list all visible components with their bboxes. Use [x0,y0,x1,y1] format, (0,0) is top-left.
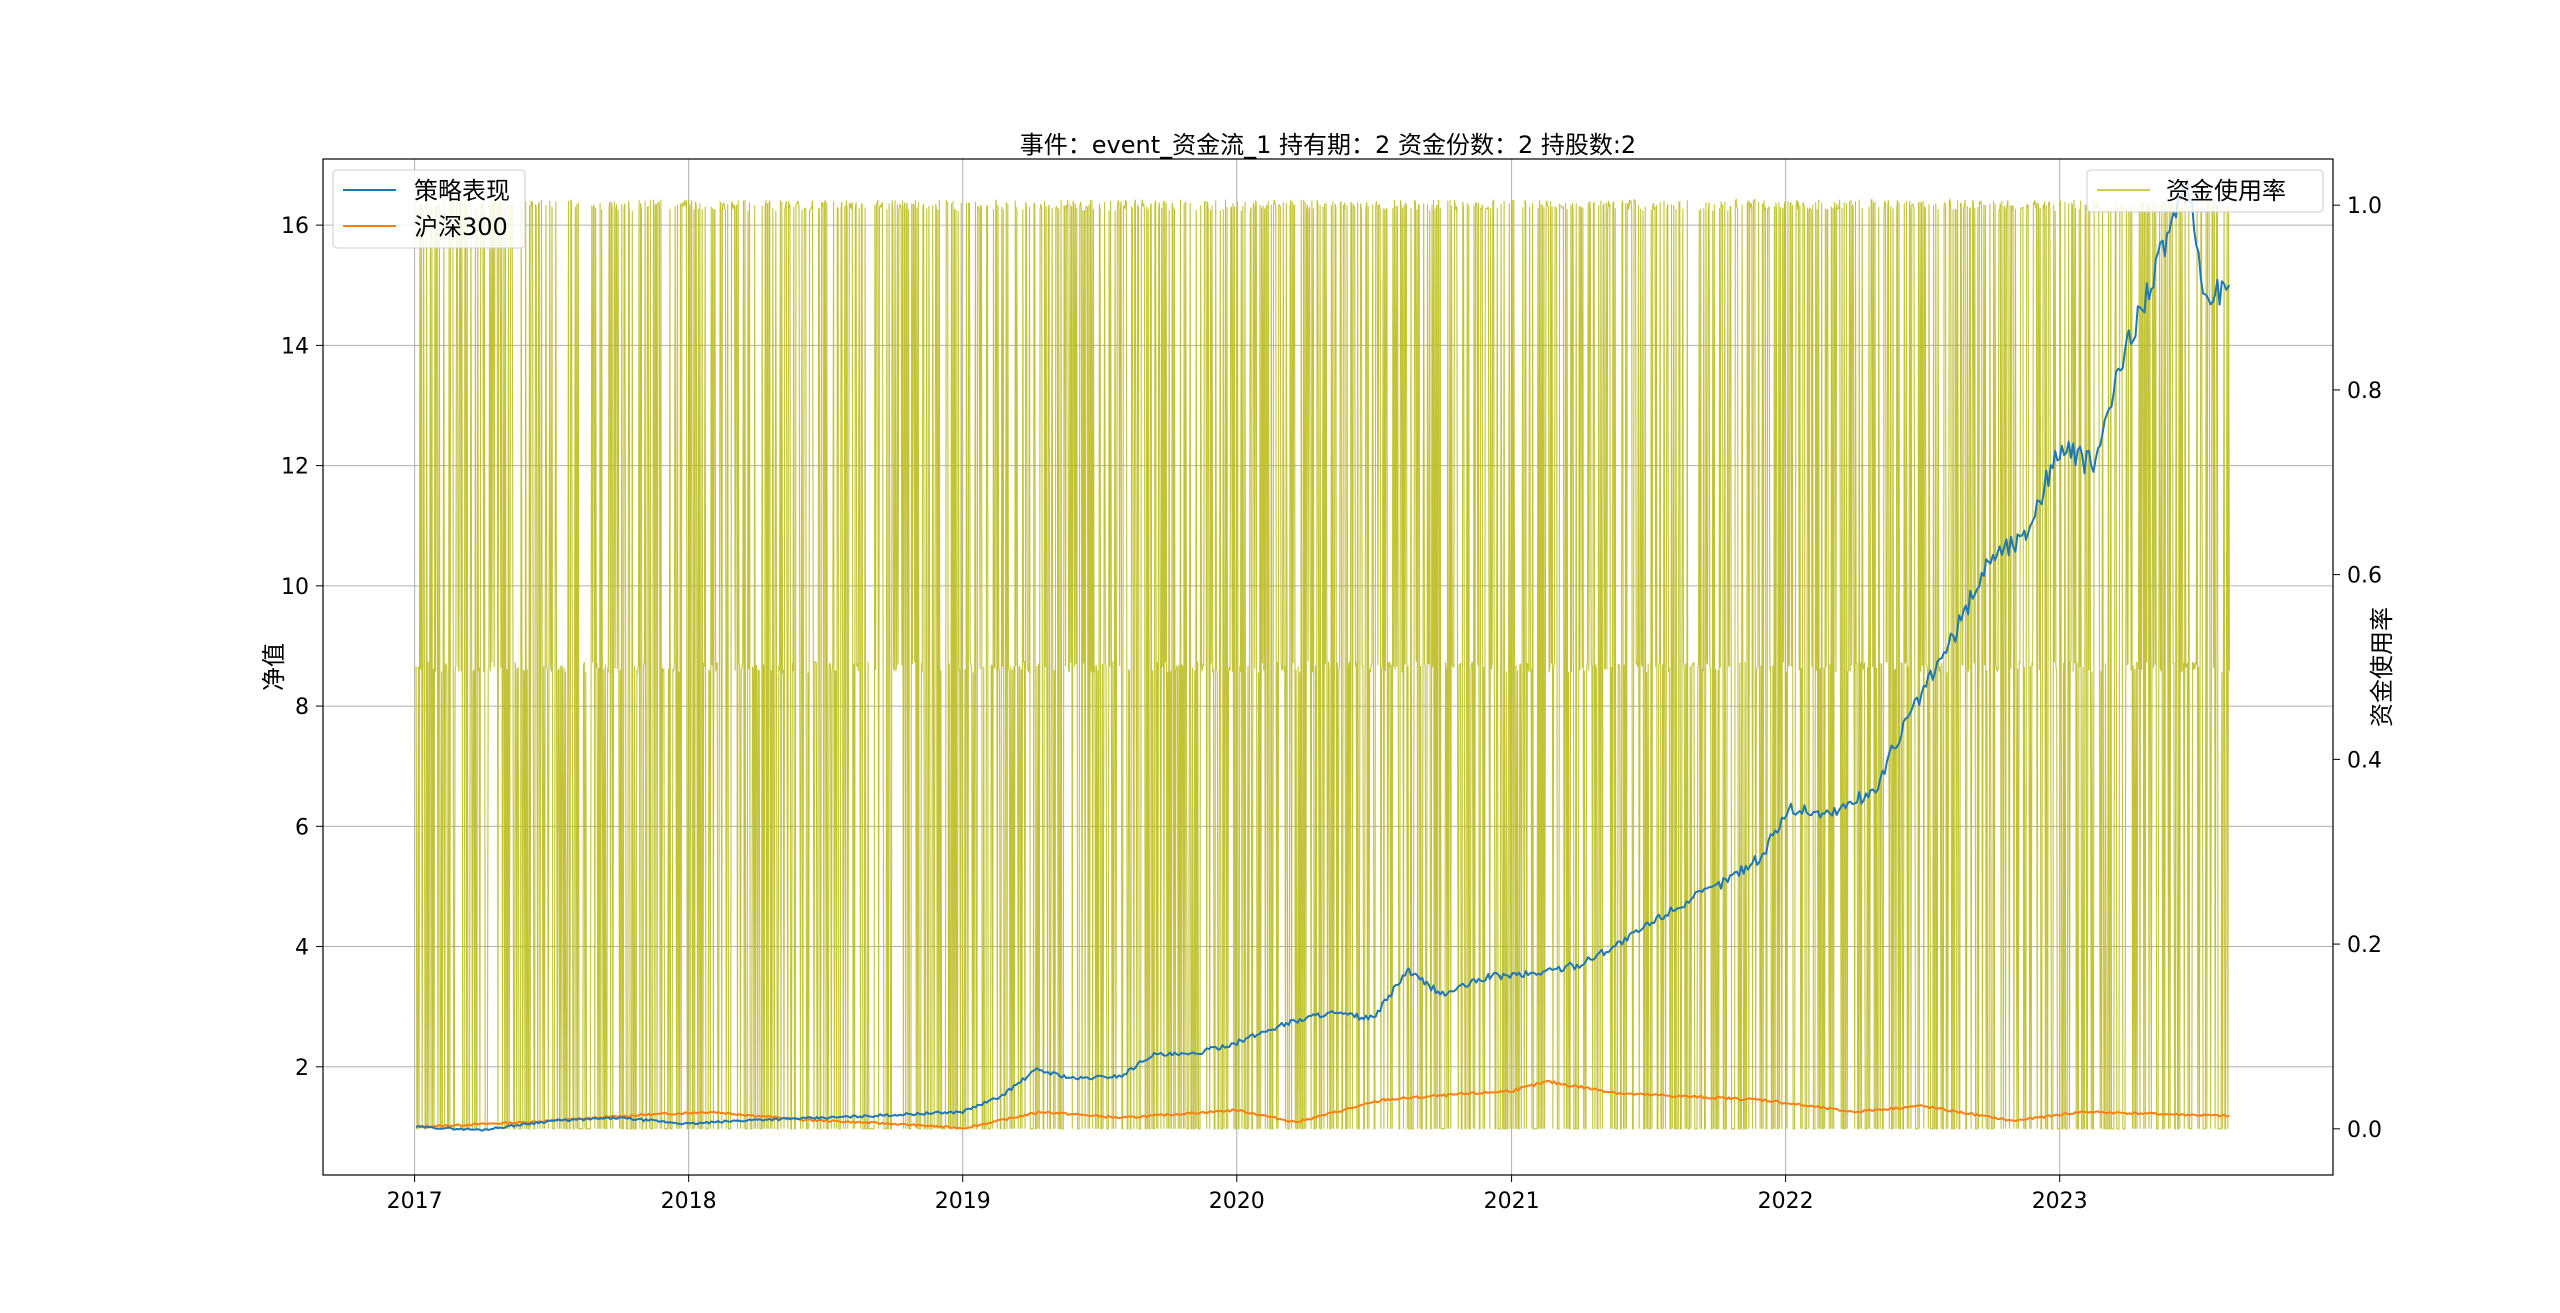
hs300-line [415,1079,2230,1130]
y-axis-left: 2 4 6 8 10 12 14 16 [281,214,323,1081]
y-tick-label: 4 [295,936,309,961]
x-tick-label: 2017 [387,1189,443,1214]
x-axis: 2017 2018 2019 2020 2021 2022 2023 [387,1175,2088,1214]
y2-tick-label: 0.2 [2347,933,2382,958]
y2-tick-label: 0.6 [2347,564,2382,589]
legend-left: 策略表现 沪深300 [332,169,526,249]
x-tick-label: 2022 [1758,1189,1814,1214]
y-tick-label: 2 [295,1056,309,1081]
y-axis-label: 净值 [260,643,288,691]
y-tick-label: 14 [281,334,309,359]
y-tick-label: 12 [281,455,309,480]
usage-series [415,197,2230,1130]
y-tick-label: 10 [281,575,309,600]
y2-tick-label: 0.0 [2347,1118,2382,1143]
x-tick-label: 2020 [1209,1189,1265,1214]
hs300-series [415,1079,2230,1130]
plot-frame [322,158,2334,1176]
y-tick-label: 6 [295,815,309,840]
x-tick-label: 2018 [661,1189,717,1214]
y2-tick-label: 0.4 [2347,748,2382,773]
y-axis-right: 0.0 0.2 0.4 0.6 0.8 1.0 [2333,194,2382,1143]
legend-label-strategy: 策略表现 [414,177,510,205]
chart-title: 事件：event_资金流_1 持有期：2 资金份数：2 持股数:2 [1020,131,1636,159]
legend-label-usage: 资金使用率 [2166,177,2286,205]
y-tick-label: 16 [281,214,309,239]
x-tick-label: 2023 [2032,1189,2088,1214]
y-tick-label: 8 [295,695,309,720]
x-tick-label: 2021 [1484,1189,1540,1214]
legend-label-hs300: 沪深300 [414,213,508,241]
x-tick-label: 2019 [935,1189,991,1214]
y2-tick-label: 0.8 [2347,379,2382,404]
usage-line [415,197,2230,1130]
y2-tick-label: 1.0 [2347,194,2382,219]
strategy-line [415,177,2231,1132]
y2-axis-label: 资金使用率 [2368,607,2396,727]
strategy-series [415,177,2231,1132]
legend-right: 资金使用率 [2086,169,2324,213]
